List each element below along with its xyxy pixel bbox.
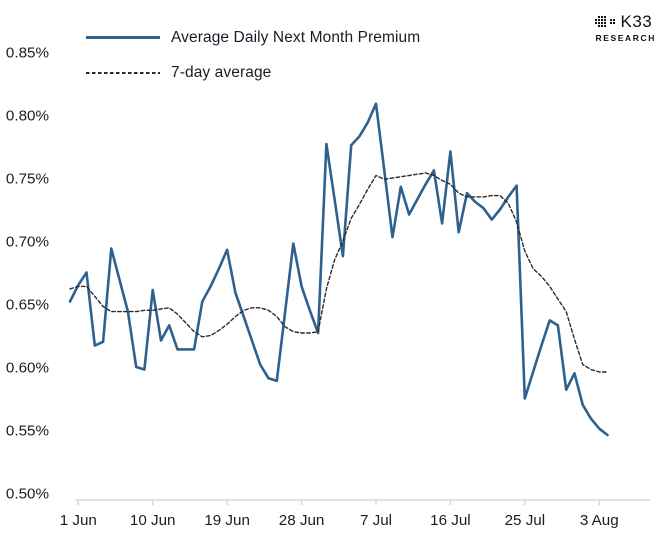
premium-line-series: [68, 102, 609, 437]
y-axis-tick-label: 0.85%: [6, 45, 49, 62]
legend: Average Daily Next Month Premium 7-day a…: [86, 20, 420, 90]
y-axis-tick-label: 0.65%: [6, 297, 49, 314]
k33-research-logo: K33 RESEARCH: [595, 12, 656, 43]
legend-row-premium: Average Daily Next Month Premium: [86, 20, 420, 55]
x-axis-tick-label: 10 Jun: [130, 512, 176, 529]
y-axis-tick-label: 0.70%: [6, 234, 49, 251]
legend-swatch-dashed-line-icon: [86, 71, 160, 74]
seven-day-average-series: [69, 172, 609, 373]
x-axis-tick-label: 25 Jul: [505, 512, 546, 529]
y-axis-tick-label: 0.80%: [6, 108, 49, 125]
k33-logo-top: K33: [595, 12, 656, 32]
legend-row-7day: 7-day average: [86, 55, 420, 90]
legend-label-7day: 7-day average: [171, 63, 272, 81]
x-axis-tick-label: 7 Jul: [360, 512, 392, 529]
y-axis-tick-label: 0.55%: [6, 423, 49, 440]
legend-label-premium: Average Daily Next Month Premium: [171, 28, 421, 46]
y-axis-tick-label: 0.60%: [6, 360, 49, 377]
x-axis-tick-label: 28 Jun: [279, 512, 325, 529]
k33-logo-text: K33: [620, 12, 653, 31]
legend-swatch-solid-line-icon: [86, 36, 160, 39]
y-axis-tick-label: 0.50%: [6, 486, 49, 503]
k33-logo-dots-icon: [595, 16, 616, 28]
x-axis-tick-label: 1 Jun: [60, 512, 97, 529]
x-axis-tick-label: 16 Jul: [430, 512, 471, 529]
x-axis-tick-label: 19 Jun: [204, 512, 250, 529]
x-axis-tick-label: 3 Aug: [580, 512, 619, 529]
k33-logo-subtext: RESEARCH: [595, 33, 656, 43]
y-axis-tick-label: 0.75%: [6, 171, 49, 188]
